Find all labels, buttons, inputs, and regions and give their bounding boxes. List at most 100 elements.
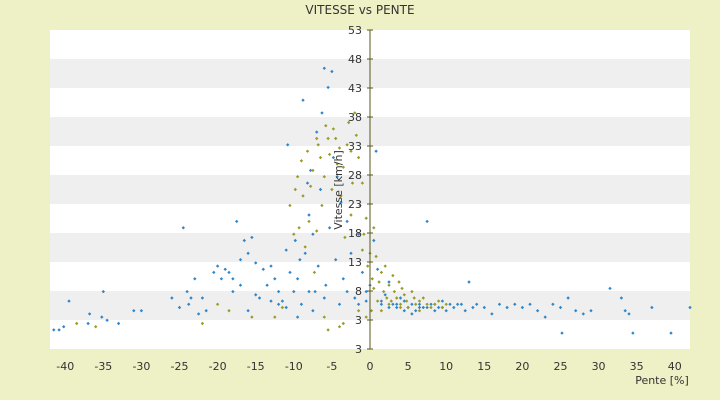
x-tick-label: 40 bbox=[668, 360, 682, 373]
data-point bbox=[650, 305, 654, 310]
x-tick-label: -40 bbox=[56, 360, 74, 373]
y-tick-label: 38 bbox=[348, 111, 362, 124]
data-point bbox=[139, 309, 144, 313]
data-point bbox=[132, 309, 136, 313]
data-point bbox=[688, 305, 692, 310]
y-tick-label: 18 bbox=[348, 227, 362, 240]
y-tick-label: 8 bbox=[355, 285, 362, 298]
x-tick-label: 10 bbox=[439, 360, 453, 373]
data-point bbox=[100, 315, 104, 319]
y-tick-label: 23 bbox=[348, 198, 362, 211]
data-point bbox=[354, 133, 358, 137]
data-point bbox=[57, 328, 61, 332]
data-point bbox=[62, 325, 66, 329]
x-tick-label: -35 bbox=[94, 360, 112, 373]
data-point bbox=[250, 235, 254, 240]
y-tick-label: 43 bbox=[348, 82, 362, 95]
data-point bbox=[187, 302, 191, 306]
x-tick-label: -20 bbox=[209, 360, 227, 373]
x-tick-label: 25 bbox=[553, 360, 567, 373]
data-point bbox=[322, 175, 326, 179]
data-point bbox=[543, 315, 547, 319]
data-point bbox=[219, 277, 224, 281]
data-point bbox=[185, 289, 189, 294]
data-point bbox=[360, 248, 365, 252]
data-point bbox=[324, 124, 328, 128]
data-point bbox=[204, 309, 208, 313]
x-tick-label: -10 bbox=[285, 360, 303, 373]
x-axis: -40 -35 -30 -25 -20 -15 -10 -5 0 5 10 15 20 25 30 35 40 bbox=[56, 360, 682, 373]
data-point bbox=[520, 305, 525, 310]
data-point bbox=[560, 331, 564, 335]
data-point bbox=[242, 238, 246, 243]
data-point bbox=[189, 296, 193, 300]
data-point bbox=[293, 238, 297, 243]
data-point bbox=[293, 187, 297, 192]
data-point bbox=[288, 203, 292, 208]
data-point bbox=[374, 254, 378, 259]
y-tick-label: 48 bbox=[348, 53, 362, 66]
data-point bbox=[246, 309, 250, 313]
data-point bbox=[254, 261, 258, 265]
data-point bbox=[331, 127, 336, 131]
data-point bbox=[322, 66, 326, 70]
data-point bbox=[669, 331, 673, 335]
data-point bbox=[215, 264, 220, 268]
data-point bbox=[52, 328, 56, 332]
data-point bbox=[362, 232, 366, 236]
data-point bbox=[360, 181, 365, 185]
data-point bbox=[341, 165, 345, 169]
x-tick-label: -5 bbox=[326, 360, 337, 373]
data-point bbox=[347, 120, 351, 125]
data-point bbox=[311, 232, 315, 236]
data-point bbox=[311, 168, 315, 173]
data-point bbox=[177, 305, 182, 310]
y-axis-title: Vitesse [km/h] bbox=[332, 150, 345, 230]
data-point bbox=[623, 309, 627, 313]
data-point bbox=[238, 283, 243, 287]
x-tick-label: -25 bbox=[171, 360, 189, 373]
data-point bbox=[170, 296, 174, 300]
y-tick-label: 28 bbox=[348, 169, 362, 182]
data-point bbox=[372, 238, 376, 243]
data-point bbox=[227, 309, 231, 313]
x-tick-label: 35 bbox=[630, 360, 644, 373]
data-point bbox=[231, 277, 235, 281]
data-point bbox=[254, 293, 258, 297]
y-tick-label: 3 bbox=[355, 314, 362, 327]
data-point bbox=[574, 309, 578, 313]
x-tick-label: -30 bbox=[132, 360, 150, 373]
data-point bbox=[238, 258, 243, 262]
data-point bbox=[292, 232, 296, 236]
x-tick-label: 20 bbox=[515, 360, 529, 373]
data-point bbox=[299, 159, 304, 163]
data-point bbox=[181, 226, 185, 230]
data-point bbox=[589, 309, 593, 313]
x-tick-label: 15 bbox=[477, 360, 491, 373]
y-tick-label: 3 bbox=[355, 343, 362, 356]
y-tick-label: 33 bbox=[348, 140, 362, 153]
data-point bbox=[330, 187, 334, 192]
data-point bbox=[372, 226, 376, 230]
data-point bbox=[343, 235, 347, 240]
data-point bbox=[235, 219, 239, 224]
data-point bbox=[200, 296, 205, 300]
data-point bbox=[558, 305, 563, 310]
data-point bbox=[619, 296, 624, 300]
data-point bbox=[358, 203, 362, 208]
data-point bbox=[331, 155, 336, 160]
data-point bbox=[231, 289, 235, 294]
x-tick-label: 5 bbox=[405, 360, 412, 373]
chart-title: VITESSE vs PENTE bbox=[305, 3, 414, 17]
data-point bbox=[212, 270, 216, 275]
data-point bbox=[200, 321, 205, 326]
data-point bbox=[320, 203, 324, 208]
data-point bbox=[105, 318, 109, 322]
data-point bbox=[330, 69, 334, 74]
data-point bbox=[193, 277, 197, 281]
x-tick-label: 0 bbox=[367, 360, 374, 373]
data-point bbox=[101, 289, 105, 294]
x-tick-label: -15 bbox=[247, 360, 265, 373]
